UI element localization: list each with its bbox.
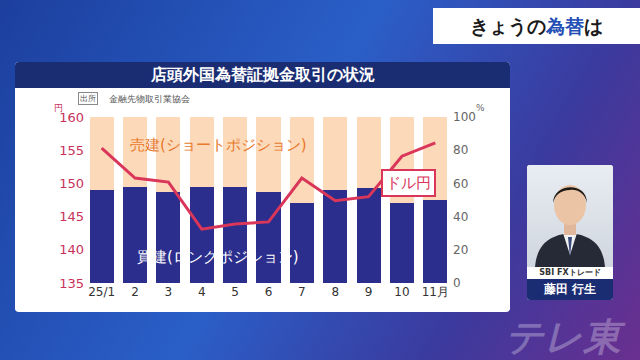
html-text:藤田 行生: 藤田 行生 <box>543 282 597 296</box>
svg-text:160: 160 <box>59 110 84 125</box>
html-text:店頭外国為替証拠金取引の状況: 店頭外国為替証拠金取引の状況 <box>150 65 375 84</box>
html-text:SBI FXトレード: SBI FXトレード <box>539 268 601 277</box>
svg-text:買建(ロングポジション): 買建(ロングポジション) <box>137 248 299 266</box>
svg-text:20: 20 <box>453 243 468 257</box>
svg-text:金融先物取引業協会: 金融先物取引業協会 <box>109 94 190 104</box>
svg-text:155: 155 <box>59 143 84 158</box>
svg-text:7: 7 <box>298 285 306 299</box>
svg-text:%: % <box>476 103 485 113</box>
svg-text:0: 0 <box>453 276 461 290</box>
svg-text:4: 4 <box>198 285 206 299</box>
svg-text:25/1: 25/1 <box>88 285 115 299</box>
svg-text:ドル円: ドル円 <box>386 174 431 192</box>
svg-text:100: 100 <box>453 110 476 124</box>
svg-text:80: 80 <box>453 143 468 157</box>
svg-text:60: 60 <box>453 177 468 191</box>
svg-text:円: 円 <box>54 103 63 113</box>
svg-text:8: 8 <box>331 285 339 299</box>
svg-text:140: 140 <box>59 242 84 257</box>
svg-text:出所: 出所 <box>80 94 96 103</box>
svg-text:40: 40 <box>453 210 468 224</box>
svg-text:135: 135 <box>59 276 84 291</box>
svg-text:5: 5 <box>231 285 239 299</box>
svg-text:10: 10 <box>394 285 409 299</box>
svg-text:9: 9 <box>365 285 373 299</box>
svg-text:6: 6 <box>265 285 273 299</box>
svg-text:145: 145 <box>59 209 84 224</box>
svg-text:2: 2 <box>131 285 139 299</box>
html-text:テレ東: テレ東 <box>505 315 621 359</box>
svg-text:売建(ショートポジション): 売建(ショートポジション) <box>130 136 307 154</box>
svg-text:150: 150 <box>59 176 84 191</box>
svg-text:11月: 11月 <box>422 285 449 299</box>
svg-text:3: 3 <box>165 285 173 299</box>
html-text:きょうの為替は: きょうの為替は <box>470 15 603 37</box>
